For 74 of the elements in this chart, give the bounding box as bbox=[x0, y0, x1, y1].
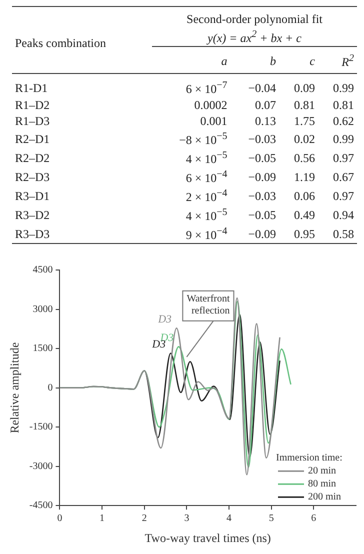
text: 0.0002 bbox=[194, 98, 228, 112]
text: 0.58 bbox=[333, 226, 354, 240]
text: 9 × 10$^{−4}$ bbox=[186, 226, 228, 242]
text: Peaks combination bbox=[14, 35, 107, 52]
y-tick-label: -1500 bbox=[29, 422, 53, 433]
text: 0.62 bbox=[333, 114, 354, 128]
y-tick-label: 4500 bbox=[32, 264, 53, 276]
category-label: R1–D2 bbox=[15, 98, 50, 112]
text: 0.49 bbox=[294, 208, 315, 222]
text: 0.81 bbox=[294, 98, 315, 112]
y-tick-label: 0 bbox=[48, 382, 53, 394]
x-tick-label: 0 bbox=[57, 513, 62, 524]
text: 0.99 bbox=[333, 80, 354, 94]
annotation: D3 bbox=[157, 314, 172, 326]
category-label: R2–D1 bbox=[15, 132, 50, 146]
text: −0.03 bbox=[248, 188, 276, 202]
text: 0.95 bbox=[294, 226, 315, 240]
text: 1.19 bbox=[294, 170, 315, 184]
text: 0.02 bbox=[294, 132, 315, 146]
text: 0.67 bbox=[333, 170, 354, 184]
text: −8 × 10$^{−5}$ bbox=[179, 131, 228, 147]
text: −0.05 bbox=[248, 208, 276, 222]
y-axis-title: Relative amplitude bbox=[7, 342, 22, 434]
text: 0.97 bbox=[333, 188, 354, 202]
category-label: a bbox=[221, 54, 228, 68]
legend-label: 80 min bbox=[308, 478, 336, 490]
text: 6 × 10$^{−4}$ bbox=[186, 169, 228, 185]
x-tick-label: 5 bbox=[268, 513, 274, 524]
text: 0.06 bbox=[294, 188, 315, 202]
category-label: R1-D1 bbox=[15, 80, 48, 94]
text: Second-order polynomial fit bbox=[186, 12, 322, 26]
text: 0.56 bbox=[294, 150, 315, 164]
x-tick-label: 2 bbox=[142, 513, 147, 524]
text: 0.13 bbox=[255, 114, 276, 128]
category-label: R2–D3 bbox=[15, 170, 50, 184]
category-label: R2–D2 bbox=[15, 150, 50, 164]
annotation: Waterfront reflection bbox=[186, 294, 230, 317]
category-label: R3–D2 bbox=[15, 208, 50, 222]
x-axis-title: Two-way travel times (ns) bbox=[144, 530, 271, 545]
text: −0.03 bbox=[248, 132, 276, 146]
category-label: R3–D3 bbox=[15, 226, 50, 240]
text: 6 × 10$^{−7}$ bbox=[186, 80, 228, 96]
category-label: R3–D1 bbox=[15, 188, 50, 202]
y-tick-label: -3000 bbox=[29, 460, 53, 472]
text: 1.75 bbox=[294, 114, 315, 128]
text: 0.94 bbox=[333, 208, 354, 222]
legend-title: Immersion time: bbox=[276, 452, 342, 464]
text: −0.09 bbox=[248, 170, 276, 184]
text: 0.09 bbox=[294, 80, 315, 94]
text: y(x) = ax$^{2}$ + bx + c bbox=[208, 29, 302, 45]
x-tick-label: 6 bbox=[311, 513, 316, 524]
x-tick-label: 3 bbox=[184, 513, 190, 524]
category-label: R1–D3 bbox=[15, 114, 50, 128]
text: 0.07 bbox=[255, 98, 276, 112]
text: 0.001 bbox=[200, 114, 228, 128]
y-tick-label: -4500 bbox=[29, 500, 53, 512]
x-tick-label: 4 bbox=[226, 513, 232, 524]
x-tick-label: 1 bbox=[100, 513, 105, 524]
y-tick-label: 1500 bbox=[32, 343, 53, 354]
text: −0.04 bbox=[248, 80, 276, 94]
text: 4 × 10$^{−5}$ bbox=[186, 207, 228, 223]
text: 0.81 bbox=[333, 98, 354, 112]
category-label: c bbox=[310, 54, 315, 68]
text: 0.97 bbox=[333, 150, 354, 164]
text: 4 × 10$^{−5}$ bbox=[186, 150, 228, 166]
legend-label: 200 min bbox=[308, 492, 342, 503]
category-label: R$^{2}$ bbox=[342, 53, 354, 69]
text: 2 × 10$^{−4}$ bbox=[186, 188, 228, 204]
text: −0.05 bbox=[248, 150, 276, 164]
text: −0.09 bbox=[248, 226, 276, 240]
text: 0.99 bbox=[333, 132, 354, 146]
y-tick-label: 3000 bbox=[32, 304, 53, 315]
legend-label: 20 min bbox=[308, 466, 336, 477]
category-label: b bbox=[270, 54, 276, 68]
